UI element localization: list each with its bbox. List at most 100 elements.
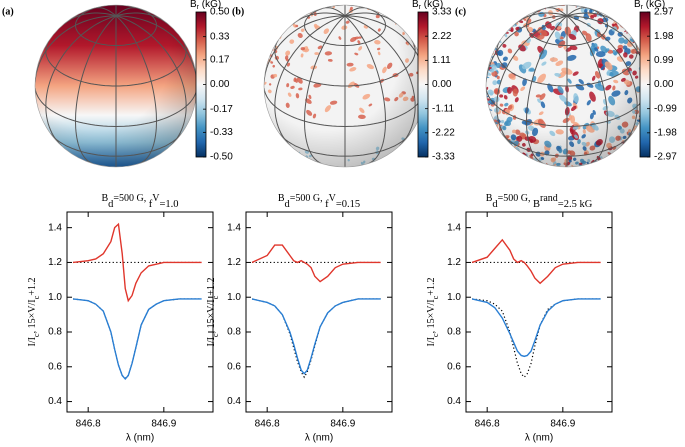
sphere-grid [303,15,346,164]
colorbar-tick-label: -0.99 [654,103,677,114]
y-axis-label: I/Ic, 15×V/Ic+1.2 [27,277,41,346]
sphere [263,4,427,168]
sphere-grid [322,7,346,17]
y-tick-label: 1.4 [447,222,461,233]
sphere-grid [63,12,117,25]
colorbar-label-part: r [197,4,200,11]
sphere-grid [115,15,158,164]
sphere-grid [292,12,346,25]
y-tick-label: 1.0 [227,292,241,303]
colorbar-tick-label: 0.00 [654,79,674,90]
colorbar-tick-label: -0.50 [210,152,233,163]
sphere-grid [93,7,117,17]
y-tick-label: 1.4 [227,222,241,233]
colorbar-tick-label: -1.98 [654,127,677,138]
colorbar-label: Br (kG) [634,0,665,11]
chart-title-part: V [152,193,160,204]
y-tick-label: 0.8 [48,327,62,338]
y-axis-label-part: +1.2 [27,277,38,295]
data-line [251,298,381,375]
sphere-grid [45,15,117,147]
chart-title-part: =0.15 [336,199,360,210]
y-axis-label-part: , 15×V/I [426,299,437,333]
chart-title: Bd=500 G, fV=1.0 [101,193,178,210]
y-tick-label: 1.2 [227,257,241,268]
sphere-surface [486,5,648,167]
sphere-grid [115,12,169,25]
colorbar-label-part: B [190,0,197,10]
colorbar-label-part: (kG) [199,0,221,10]
y-tick-label: 0.4 [48,396,62,407]
y-axis-label-part: I/I [206,337,217,346]
y-tick-label: 1.0 [447,292,461,303]
colorbar-tick-label: -0.17 [210,104,233,115]
colorbar-tick-label: 0.50 [210,7,230,18]
sphere-grid [344,15,416,147]
colorbar-label: Br (kG) [412,0,443,11]
colorbar-tick-label: 0.33 [210,31,230,42]
y-axis-label-part: c [211,333,220,337]
plot-frame [66,211,214,413]
colorbar-tick-label: -2.97 [654,152,677,163]
chart-title-part: =1.0 [159,199,178,210]
sphere-grid [544,7,568,17]
colorbar-tick-label: 2.22 [432,31,452,42]
x-tick-label: 846.8 [475,419,500,430]
chart-title-part: f [325,199,329,210]
data-line [72,222,202,303]
colorbar-tick-label: 2.97 [654,7,674,18]
colorbar-tick-label: 0.99 [654,55,674,66]
sphere-grid [74,15,117,164]
y-tick-label: 1.2 [447,257,461,268]
y-axis-label-part: I/I [426,337,437,346]
panel-label: (b) [232,6,244,17]
sphere [485,4,649,168]
y-tick-label: 1.0 [48,292,62,303]
chart-title-part: f [149,199,153,210]
chart-title-part: =2.5 kG [558,199,593,210]
y-tick-label: 0.8 [447,327,461,338]
chart-title: Bd=500 G, Brand=2.5 kG [486,193,593,210]
y-axis-label-part: c [32,295,41,299]
y-tick-label: 0.8 [227,327,241,338]
x-axis-label: λ (nm) [305,433,333,444]
sphere-surface [264,5,426,167]
y-tick-label: 0.4 [447,396,461,407]
y-axis-label: I/Ic, 15×V/Ic+1.2 [206,277,220,346]
sphere-grid [496,15,568,147]
sphere-surface [35,5,197,167]
data-line [72,298,202,381]
colorbar-label-part: (kG) [421,0,443,10]
colorbar-tick-label: 0.00 [210,79,230,90]
chart-title-part: d [108,199,114,210]
sphere-grid [344,15,387,164]
sphere-grid [116,15,197,83]
colorbar-tick-label: -3.33 [432,152,455,163]
y-axis-label-part: c [211,295,220,299]
colorbar-label-part: B [412,0,419,10]
sphere-grid [35,15,116,83]
sphere-grid [344,7,368,17]
chart-title: Bd=500 G, fV=0.15 [278,193,360,210]
y-tick-label: 1.4 [48,222,62,233]
sphere-grid [264,15,345,83]
chart-title-part: B [278,193,285,204]
x-tick-label: 846.9 [550,419,575,430]
chart-title-part: rand [540,193,558,204]
sphere-grid [274,15,346,147]
y-tick-label: 0.4 [227,396,241,407]
y-axis-label-part: +1.2 [426,277,437,295]
colorbar-label: Br (kG) [190,0,221,11]
sphere-grid [115,15,187,147]
data-line [471,238,601,285]
x-tick-label: 846.9 [151,419,176,430]
y-tick-label: 0.6 [48,361,62,372]
x-axis-label: λ (nm) [525,433,553,444]
colorbar-tick-label: -1.11 [432,103,454,114]
sphere-grid [115,7,139,17]
y-axis-label-part: c [431,295,440,299]
colorbar-label-part: r [419,4,422,11]
sphere [34,4,198,168]
colorbar-tick-label: -2.22 [432,127,455,138]
